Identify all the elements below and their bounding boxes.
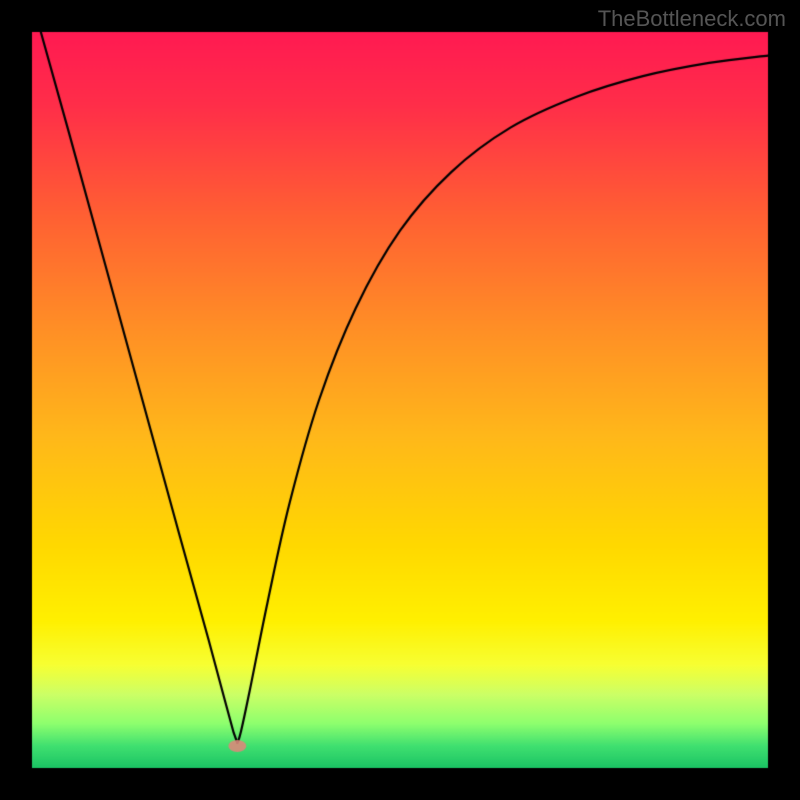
bottleneck-chart <box>0 0 800 800</box>
attribution-text: TheBottleneck.com <box>598 6 786 32</box>
